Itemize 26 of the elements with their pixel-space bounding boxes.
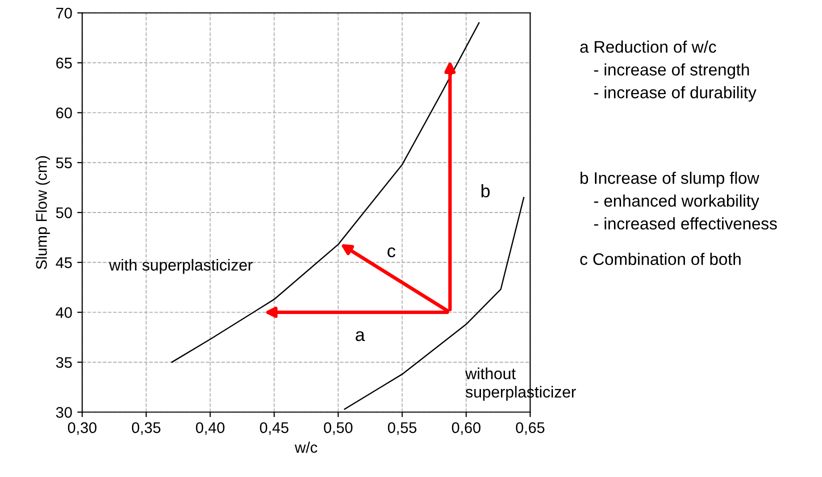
y-tick-label: 35	[56, 357, 72, 368]
text: a Reduction of w/c - increase of strength - increase of durability	[580, 40, 756, 102]
x-tick-label: 0,45	[260, 422, 288, 435]
y-tick-label: 50	[56, 207, 72, 218]
annotation: b	[482, 184, 490, 198]
y-tick-label: 60	[56, 108, 72, 118]
x-tick-label: 0,35	[132, 422, 160, 435]
x-tick-label: 0,60	[452, 422, 480, 435]
x-tick-label: 0,65	[516, 422, 544, 435]
x-tick-label: 0,40	[196, 422, 224, 435]
y-tick-label: 70	[56, 8, 72, 19]
y-tick-label: 55	[56, 158, 72, 168]
text: b Increase of slump flow - enhanced workability - increased effectiveness	[580, 172, 777, 230]
y-tick-label: 40	[56, 307, 72, 318]
x-tick-label: 0,50	[324, 422, 352, 435]
x-tick-label: 0,30	[68, 422, 96, 435]
annotation: c	[388, 247, 396, 258]
y-tick-label: 30	[56, 406, 72, 418]
y-tick-label: 65	[56, 58, 72, 68]
annotation: a	[356, 331, 365, 342]
y-tick-label: 45	[56, 257, 72, 268]
x-tick-label: 0,55	[388, 422, 416, 435]
x-axis-title: w/c	[294, 442, 318, 453]
y-axis-title: Slump Flow (cm)	[36, 156, 50, 270]
annotation: with superplasticizer	[109, 258, 253, 274]
text: c Combination of both	[580, 252, 741, 266]
